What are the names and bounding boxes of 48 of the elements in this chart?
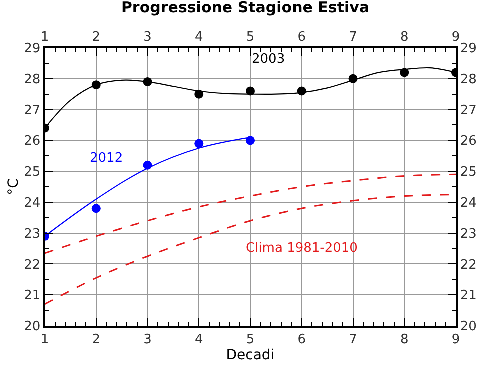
x2-tick-label: 3 <box>144 332 152 348</box>
x-tick-label: 2 <box>92 30 101 46</box>
point <box>92 204 101 214</box>
x2-tick-label: 1 <box>40 332 50 348</box>
y2-tick-label: 24 <box>460 196 477 211</box>
y-tick-label: 29 <box>24 42 41 57</box>
y-tick-label: 27 <box>24 103 41 118</box>
point <box>246 136 255 146</box>
series-label: 2003 <box>252 52 286 67</box>
x-tick-label: 7 <box>349 30 358 46</box>
y2-tick-label: 26 <box>460 134 477 150</box>
y-tick-label: 23 <box>24 226 41 242</box>
y-axis-title: °C <box>6 178 22 196</box>
x2-tick-label: 2 <box>92 332 101 348</box>
y2-tick-label: 23 <box>460 226 477 242</box>
y2-tick-label: 20 <box>460 320 477 335</box>
x-tick-label: 5 <box>246 30 255 46</box>
y-tick-label: 24 <box>24 196 41 211</box>
point <box>194 139 204 148</box>
x-tick-label: 3 <box>144 30 152 46</box>
y2-tick-label: 22 <box>460 258 477 273</box>
y2-tick-label: 29 <box>460 42 477 57</box>
series-label: Clima 1981-2010 <box>246 241 358 256</box>
x-tick-label: 1 <box>40 30 50 46</box>
y-tick-label: 20 <box>24 320 41 335</box>
x2-tick-label: 6 <box>298 332 306 348</box>
y2-tick-label: 21 <box>460 288 477 304</box>
x-tick-label: 6 <box>298 30 306 46</box>
y-tick-label: 26 <box>24 134 41 150</box>
y2-tick-label: 28 <box>460 72 477 88</box>
x2-tick-label: 4 <box>194 332 204 348</box>
line-series <box>45 174 456 254</box>
x-tick-label: 8 <box>400 30 409 46</box>
y-tick-label: 25 <box>24 165 41 180</box>
y2-tick-label: 25 <box>460 165 477 180</box>
y2-tick-label: 27 <box>460 103 477 118</box>
x-tick-label: 4 <box>194 30 204 46</box>
x2-tick-label: 7 <box>349 332 358 348</box>
y-tick-label: 28 <box>24 72 41 88</box>
x2-tick-label: 8 <box>400 332 409 348</box>
x2-tick-label: 5 <box>246 332 255 348</box>
x2-tick-label: 9 <box>452 332 460 348</box>
x-axis-title: Decadi <box>226 347 275 364</box>
y-tick-label: 22 <box>24 258 41 273</box>
x-tick-label: 9 <box>452 30 460 46</box>
y-tick-label: 21 <box>24 288 41 304</box>
series-label: 2012 <box>90 151 124 166</box>
chart-title: Progressione Stagione Estiva <box>121 0 370 16</box>
